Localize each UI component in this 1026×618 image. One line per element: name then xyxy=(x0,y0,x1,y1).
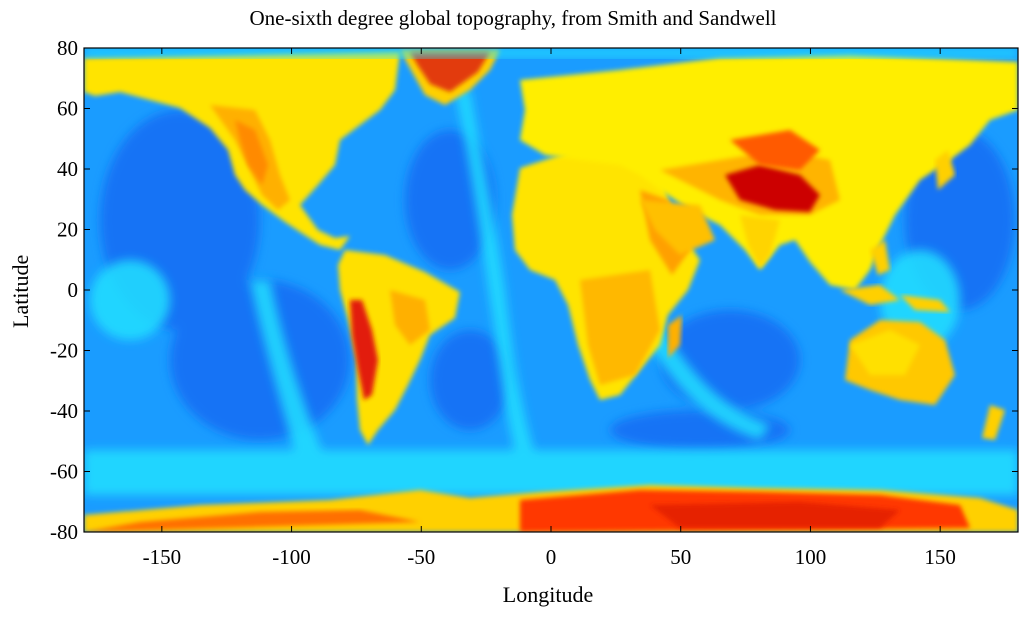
x-tick-label: -100 xyxy=(272,545,311,569)
x-tick-label: 50 xyxy=(670,545,691,569)
y-tick-label: -60 xyxy=(50,460,78,484)
y-tick-label: 0 xyxy=(68,278,79,302)
y-tick-label: 40 xyxy=(57,157,78,181)
x-tick-label: -150 xyxy=(143,545,182,569)
x-tick-label: 150 xyxy=(924,545,956,569)
y-tick-label: -40 xyxy=(50,399,78,423)
chart-title: One-sixth degree global topography, from… xyxy=(249,6,777,30)
x-tick-label: 100 xyxy=(795,545,827,569)
tibetan-plateau xyxy=(725,165,820,212)
y-tick-label: -20 xyxy=(50,339,78,363)
y-tick-label: 20 xyxy=(57,218,78,242)
topography-heatmap xyxy=(84,48,1018,532)
y-tick-label: 60 xyxy=(57,97,78,121)
y-tick-label: -80 xyxy=(50,520,78,544)
x-tick-label: -50 xyxy=(407,545,435,569)
axis-ticks: -150 -100 -50 0 50 100 150 80 60 40 20 0 -20 -40 -60 -8… xyxy=(50,36,1018,569)
madagascar xyxy=(668,315,682,358)
y-tick-label: 80 xyxy=(57,36,78,60)
x-axis-label: Longitude xyxy=(502,582,594,607)
x-tick-label: 0 xyxy=(546,545,557,569)
